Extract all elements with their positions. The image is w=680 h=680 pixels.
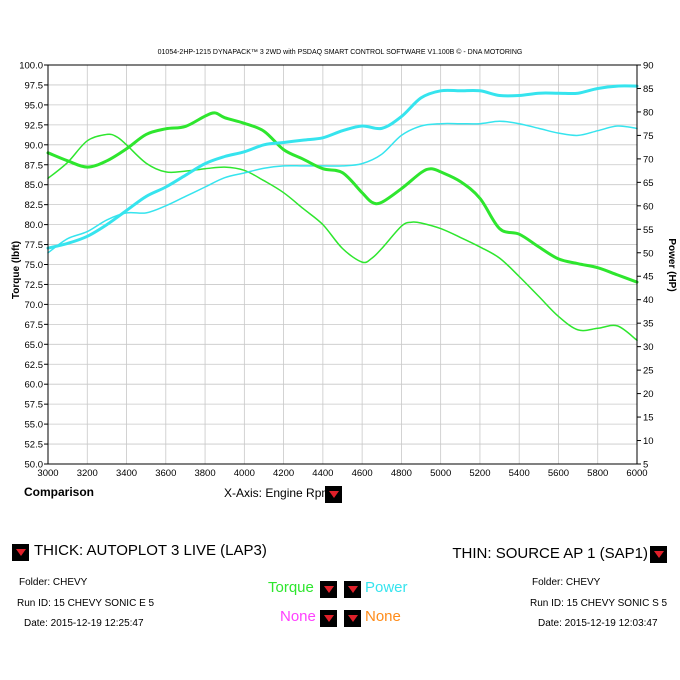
chevron-down-icon <box>15 549 26 556</box>
chevron-down-icon <box>323 615 334 622</box>
x-tick-label: 5600 <box>548 468 569 479</box>
x-tick-label: 5200 <box>469 468 490 479</box>
channel4-label: None <box>365 608 401 625</box>
y-tick-label: 97.5 <box>25 80 44 91</box>
chart-title: 01054-2HP-1215 DYNAPACK™ 3 2WD with PSDA… <box>158 48 523 56</box>
channel3-label: None <box>280 608 316 625</box>
x-tick-label: 4000 <box>234 468 255 479</box>
y-tick-label: 50.0 <box>25 460 44 471</box>
thin-run-title: THIN: SOURCE AP 1 (SAP1) <box>452 545 648 562</box>
y-tick-label: 100.0 <box>19 61 43 72</box>
y-tick-label: 80.0 <box>25 220 44 231</box>
y2-tick-label: 45 <box>643 272 654 283</box>
series-layer <box>46 84 639 342</box>
y-axis-left-ticks: 50.0 52.5 55.0 57.5 60.0 62.5 65.0 67.5 70.0 72.5… <box>19 61 48 471</box>
channel1-dropdown-button[interactable] <box>320 581 337 598</box>
y2-tick-label: 65 <box>643 178 654 189</box>
y-tick-label: 55.0 <box>25 420 44 431</box>
y-tick-label: 90.0 <box>25 140 44 151</box>
y-tick-label: 70.0 <box>25 300 44 311</box>
thick-power-series-line <box>46 84 639 250</box>
y-tick-label: 87.5 <box>25 160 44 171</box>
thick-run-title: THICK: AUTOPLOT 3 LIVE (LAP3) <box>34 542 267 559</box>
chevron-down-icon <box>347 586 358 593</box>
y2-tick-label: 80 <box>643 107 654 118</box>
y-tick-label: 95.0 <box>25 100 44 111</box>
thick-run-dropdown-button[interactable] <box>12 544 29 561</box>
grid <box>47 64 638 465</box>
x-tick-label: 4400 <box>312 468 333 479</box>
comparison-label: Comparison <box>24 485 95 499</box>
y2-tick-label: 55 <box>643 225 654 236</box>
y-tick-label: 82.5 <box>25 200 44 211</box>
y2-tick-label: 10 <box>643 436 654 447</box>
channel2-label: Power <box>365 579 408 596</box>
x-tick-label: 5000 <box>430 468 451 479</box>
thin-run-id: Run ID: 15 CHEVY SONIC S 5 <box>530 598 668 609</box>
y2-tick-label: 70 <box>643 154 654 165</box>
y-tick-label: 60.0 <box>25 380 44 391</box>
thick-run-folder: Folder: CHEVY <box>19 577 88 588</box>
x-axis-ticks: 3000 3200 3400 3600 3800 4000 4200 4400 4600 4800… <box>37 468 647 479</box>
thick-torque-series-line <box>46 111 639 284</box>
y-axis-right-label: Power (HP) <box>666 238 677 291</box>
x-axis-selector-label: X-Axis: Engine Rpm <box>224 486 332 500</box>
x-tick-label: 3600 <box>155 468 176 479</box>
x-tick-label: 3800 <box>194 468 215 479</box>
x-tick-label: 4800 <box>391 468 412 479</box>
chevron-down-icon <box>328 491 339 498</box>
y-tick-label: 75.0 <box>25 260 44 271</box>
y-tick-label: 72.5 <box>25 280 44 291</box>
y-tick-label: 65.0 <box>25 340 44 351</box>
chevron-down-icon <box>653 551 664 558</box>
thin-run-folder: Folder: CHEVY <box>532 577 601 588</box>
y2-tick-label: 20 <box>643 389 654 400</box>
x-tick-label: 3400 <box>116 468 137 479</box>
x-tick-label: 4600 <box>352 468 373 479</box>
channel3-dropdown-button[interactable] <box>320 610 337 627</box>
y-tick-label: 92.5 <box>25 120 44 131</box>
y2-tick-label: 25 <box>643 366 654 377</box>
thin-power-series-line <box>47 120 638 254</box>
thick-run-id: Run ID: 15 CHEVY SONIC E 5 <box>17 598 155 609</box>
thin-run-date: Date: 2015-12-19 12:03:47 <box>538 618 658 629</box>
y2-tick-label: 75 <box>643 131 654 142</box>
y-tick-label: 67.5 <box>25 320 44 331</box>
thin-run-dropdown-button[interactable] <box>650 546 667 563</box>
dyno-chart: 01054-2HP-1215 DYNAPACK™ 3 2WD with PSDA… <box>11 48 677 479</box>
y-tick-label: 85.0 <box>25 180 44 191</box>
channel1-label: Torque <box>268 579 314 596</box>
x-tick-label: 6000 <box>626 468 647 479</box>
thin-torque-series-line <box>47 133 638 342</box>
y2-tick-label: 30 <box>643 342 654 353</box>
y-tick-label: 77.5 <box>25 240 44 251</box>
x-tick-label: 3200 <box>77 468 98 479</box>
chevron-down-icon <box>323 586 334 593</box>
y2-tick-label: 35 <box>643 319 654 330</box>
x-tick-label: 5400 <box>509 468 530 479</box>
x-tick-label: 5800 <box>587 468 608 479</box>
y-axis-right-ticks: 5 10 15 20 25 30 35 40 45 50 55 60 65 70 75 80 85 90 <box>637 61 654 471</box>
x-tick-label: 3000 <box>37 468 58 479</box>
channel2-dropdown-button[interactable] <box>344 581 361 598</box>
y-tick-label: 62.5 <box>25 360 44 371</box>
y2-tick-label: 40 <box>643 295 654 306</box>
channel4-dropdown-button[interactable] <box>344 610 361 627</box>
y2-tick-label: 5 <box>643 460 648 471</box>
x-axis-dropdown-button[interactable] <box>325 486 342 503</box>
y2-tick-label: 15 <box>643 413 654 424</box>
y2-tick-label: 90 <box>643 61 654 72</box>
thick-run-date: Date: 2015-12-19 12:25:47 <box>24 618 144 629</box>
y-tick-label: 57.5 <box>25 400 44 411</box>
y2-tick-label: 60 <box>643 201 654 212</box>
y-tick-label: 52.5 <box>25 440 44 451</box>
y2-tick-label: 50 <box>643 248 654 259</box>
chevron-down-icon <box>347 615 358 622</box>
x-tick-label: 4200 <box>273 468 294 479</box>
y2-tick-label: 85 <box>643 84 654 95</box>
y-axis-left-label: Torque (lbft) <box>11 241 22 299</box>
